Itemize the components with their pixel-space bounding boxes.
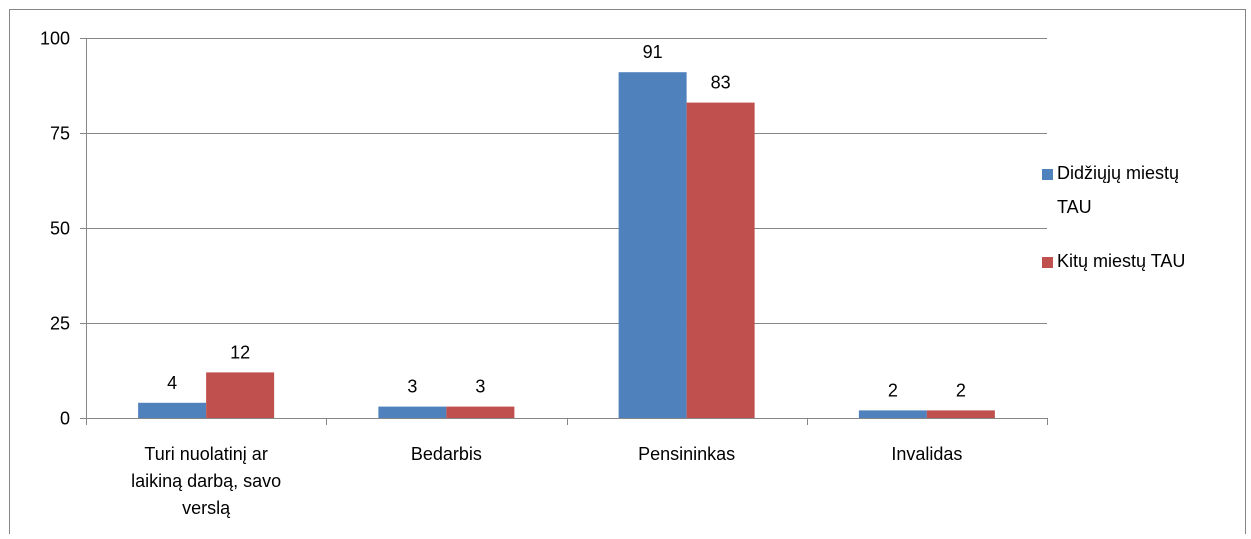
bar xyxy=(926,410,995,418)
y-tick-label: 50 xyxy=(50,219,70,239)
chart-area-border xyxy=(9,9,1246,534)
chart-border xyxy=(9,9,1246,534)
legend-label: Kitų miestų TAU xyxy=(1057,251,1185,271)
x-tick-label: Bedarbis xyxy=(411,444,482,464)
x-tick-label-line: verslą xyxy=(182,498,231,518)
bars xyxy=(138,72,995,418)
bar xyxy=(618,72,687,418)
bar xyxy=(206,372,275,418)
x-tick-label: Turi nuolatinį ar laikiną darbą, savo vers… xyxy=(131,444,281,518)
legend: Didžiųjų miestų TAU Kitų miestų TAU xyxy=(1042,163,1185,271)
bar xyxy=(378,406,447,418)
x-tick-label-line: laikiną darbą, savo xyxy=(131,471,281,491)
data-label: 83 xyxy=(711,73,731,93)
legend-label-line: Kitų miestų TAU xyxy=(1057,251,1185,271)
x-tick-label-line: Pensininkas xyxy=(638,444,735,464)
data-label: 12 xyxy=(230,342,250,362)
y-tick-label: 0 xyxy=(60,409,70,429)
data-label: 2 xyxy=(956,380,966,400)
labels: 0 25 50 75 100 4 3 91 2 12 3 83 2 Turi nuolatinį ar la… xyxy=(40,29,966,519)
bar xyxy=(858,410,927,418)
y-tick-label: 100 xyxy=(40,29,70,49)
bar xyxy=(138,402,207,418)
y-tick-label: 25 xyxy=(50,314,70,334)
x-tick-label: Invalidas xyxy=(891,444,962,464)
x-tick-label-line: Turi nuolatinį ar xyxy=(144,444,267,464)
data-label: 2 xyxy=(888,380,898,400)
x-tick-label-line: Invalidas xyxy=(891,444,962,464)
data-label: 91 xyxy=(643,42,663,62)
x-tick-label: Pensininkas xyxy=(638,444,735,464)
bar xyxy=(446,406,515,418)
legend-swatch xyxy=(1042,169,1053,180)
x-tick-label-line: Bedarbis xyxy=(411,444,482,464)
legend-label-line: TAU xyxy=(1057,197,1092,217)
bar xyxy=(686,102,755,418)
legend-label: Didžiųjų miestų TAU xyxy=(1057,163,1179,217)
gridlines xyxy=(86,38,1047,324)
data-label: 3 xyxy=(475,377,485,397)
y-tick-label: 75 xyxy=(50,124,70,144)
data-label: 3 xyxy=(407,377,417,397)
legend-label-line: Didžiųjų miestų xyxy=(1057,163,1179,183)
legend-swatch xyxy=(1042,257,1053,268)
data-label: 4 xyxy=(167,373,177,393)
axes xyxy=(80,38,1048,425)
